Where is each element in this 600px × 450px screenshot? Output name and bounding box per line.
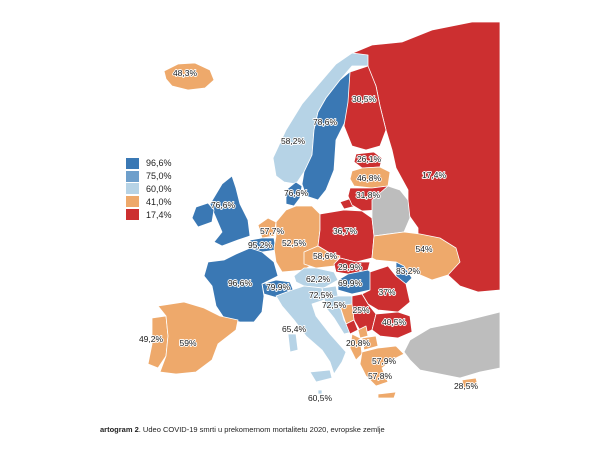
legend-item: 96,6% xyxy=(126,157,172,170)
country-turkey xyxy=(403,311,501,379)
value-label-cyprus: 28,5% xyxy=(454,381,479,391)
country-albania xyxy=(349,333,363,361)
legend-swatch xyxy=(126,196,139,208)
value-label-poland: 36,7% xyxy=(333,226,358,236)
value-label-netherlands: 57,7% xyxy=(260,226,285,236)
value-label-belgium: 95,2% xyxy=(248,240,273,250)
country-moldova xyxy=(395,261,413,285)
country-north-macedonia xyxy=(361,335,379,351)
country-spain xyxy=(157,301,239,375)
country-italy-sicily xyxy=(309,369,333,383)
value-label-serbia: 25% xyxy=(352,305,369,315)
country-greece xyxy=(359,345,405,387)
value-label-norway: 58,2% xyxy=(281,136,306,146)
value-label-finland: 30,5% xyxy=(352,94,377,104)
value-label-north-macedonia: 57,9% xyxy=(372,356,397,366)
country-ukraine xyxy=(371,231,461,281)
value-label-greece: 57,8% xyxy=(368,371,393,381)
country-italy xyxy=(275,285,347,375)
country-belarus xyxy=(371,185,411,237)
value-label-estonia: 26,1% xyxy=(357,154,382,164)
legend-label: 17,4% xyxy=(146,209,172,220)
country-iceland xyxy=(163,62,215,91)
legend-item: 60,0% xyxy=(126,183,172,196)
value-label-montenegro: 20,8% xyxy=(346,338,371,348)
legend-label: 41,0% xyxy=(146,196,172,207)
country-italy-sardinia xyxy=(287,333,299,353)
caption-text: . Udeo COVID-19 smrti u prekomernom mort… xyxy=(138,425,385,434)
country-netherlands xyxy=(257,217,277,239)
country-kosovo xyxy=(357,325,369,339)
caption-prefix: artogram 2 xyxy=(100,425,139,434)
value-label-slovakia: 29,9% xyxy=(338,262,363,272)
value-label-france: 96,6% xyxy=(228,278,253,288)
value-label-austria: 62,2% xyxy=(306,274,331,284)
value-label-lithuania: 31,8% xyxy=(356,190,381,200)
value-label-hungary: 69,9% xyxy=(338,278,363,288)
value-label-italy: 65,4% xyxy=(282,324,307,334)
legend-swatch xyxy=(126,209,139,221)
legend-label: 75,0% xyxy=(146,171,172,182)
value-label-latvia: 46,8% xyxy=(357,173,382,183)
legend-item: 17,4% xyxy=(126,208,172,221)
legend-swatch xyxy=(126,170,139,182)
country-greece-crete xyxy=(377,391,397,399)
value-label-moldova: 83,2% xyxy=(396,266,421,276)
value-label-iceland: 48,3% xyxy=(173,68,198,78)
country-value-labels: 17,4% 48,3% 58,2% 78,6% 30,5% 26,1% 46,8% 31,8%… xyxy=(138,67,479,404)
value-label-croatia: 72,5% xyxy=(322,300,347,310)
country-finland xyxy=(343,65,387,151)
value-label-ukraine: 54% xyxy=(415,244,432,254)
value-label-portugal: 49,2% xyxy=(139,334,164,344)
legend-swatch xyxy=(126,157,139,169)
value-label-slovenia: 72,5% xyxy=(309,290,334,300)
country-slovakia xyxy=(333,257,371,275)
value-label-germany: 52,5% xyxy=(282,238,307,248)
country-cyprus xyxy=(461,377,479,389)
value-label-switzerland: 79,9% xyxy=(266,282,291,292)
country-denmark xyxy=(285,181,303,207)
legend-label: 96,6% xyxy=(146,158,172,169)
map-legend: 96,6% 75,0% 60,0% 41,0% 17,4% xyxy=(126,157,172,221)
value-label-czechia: 58,6% xyxy=(313,251,338,261)
country-france xyxy=(203,247,279,323)
country-shapes xyxy=(147,21,501,399)
value-label-denmark: 76,6% xyxy=(284,188,309,198)
legend-label: 60,0% xyxy=(146,183,172,194)
value-label-bulgaria: 40,5% xyxy=(382,317,407,327)
legend-item: 75,0% xyxy=(126,170,172,183)
value-label-spain: 59% xyxy=(179,338,196,348)
country-ireland xyxy=(191,202,215,228)
country-sweden xyxy=(301,69,353,201)
value-label-uk: 76,6% xyxy=(211,200,236,210)
figure-caption: artogram 2. Udeo COVID-19 smrti u prekom… xyxy=(100,425,520,437)
value-label-romania: 37% xyxy=(378,287,395,297)
country-uk xyxy=(209,175,251,247)
legend-swatch xyxy=(126,183,139,195)
value-label-sweden: 78,6% xyxy=(313,117,338,127)
value-label-russia: 17,4% xyxy=(422,170,447,180)
country-bulgaria xyxy=(371,311,413,339)
legend-item: 41,0% xyxy=(126,195,172,208)
country-malta xyxy=(317,389,323,395)
country-poland xyxy=(317,209,375,263)
value-label-malta: 60,5% xyxy=(308,393,333,403)
